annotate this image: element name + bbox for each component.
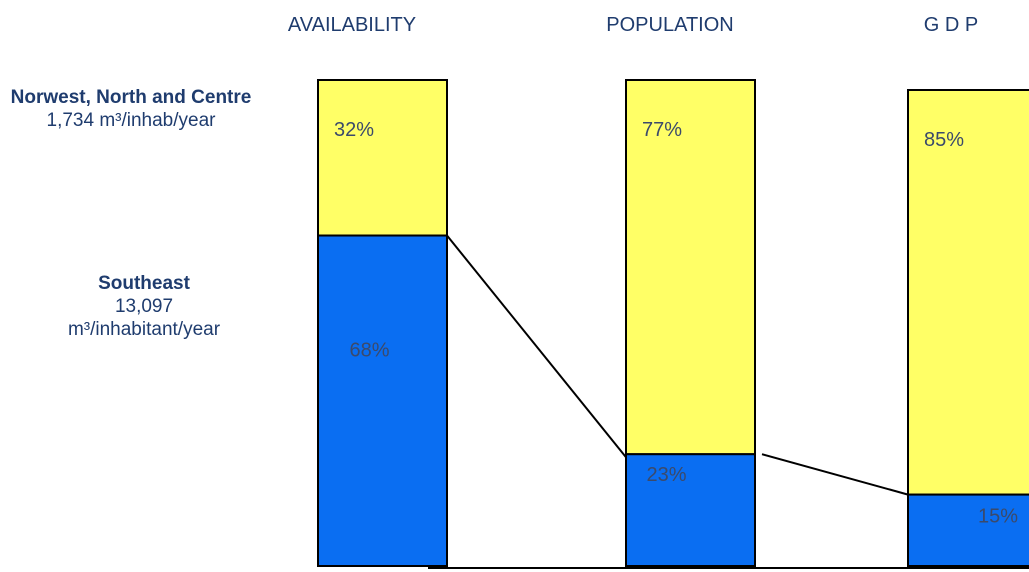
connector-line-0 bbox=[446, 234, 627, 458]
bar-segment-southeast-1 bbox=[625, 453, 756, 567]
north-region-availability: 1,734 m³/inhab/year bbox=[46, 110, 216, 131]
bar-segment-north-2 bbox=[907, 89, 1029, 496]
data-label-southeast-0: 68% bbox=[349, 340, 389, 362]
category-label-1: POPULATION bbox=[606, 14, 733, 36]
category-label-2: G D P bbox=[924, 14, 978, 36]
data-label-north-2: 85% bbox=[924, 129, 964, 151]
legend-southeast-region: Southeast 13,097 m³/inhabitant/year bbox=[24, 272, 264, 341]
southeast-region-availability-number: 13,097 bbox=[114, 296, 174, 317]
north-region-name: Norwest, North and Centre bbox=[10, 87, 252, 108]
data-label-southeast-1: 23% bbox=[646, 464, 686, 486]
southeast-region-availability-unit: m³/inhabitant/year bbox=[67, 319, 221, 340]
data-label-southeast-2: 15% bbox=[978, 506, 1018, 528]
data-label-north-1: 77% bbox=[642, 119, 682, 141]
bar-segment-southeast-0 bbox=[317, 234, 448, 568]
category-label-0: AVAILABILITY bbox=[288, 14, 416, 36]
legend-north-region: Norwest, North and Centre 1,734 m³/inhab… bbox=[0, 86, 262, 132]
southeast-region-name: Southeast bbox=[98, 273, 190, 294]
bar-segment-southeast-2 bbox=[907, 493, 1029, 568]
data-label-north-0: 32% bbox=[334, 119, 374, 141]
bar-segment-north-0 bbox=[317, 79, 448, 237]
connector-line-1 bbox=[761, 453, 909, 496]
